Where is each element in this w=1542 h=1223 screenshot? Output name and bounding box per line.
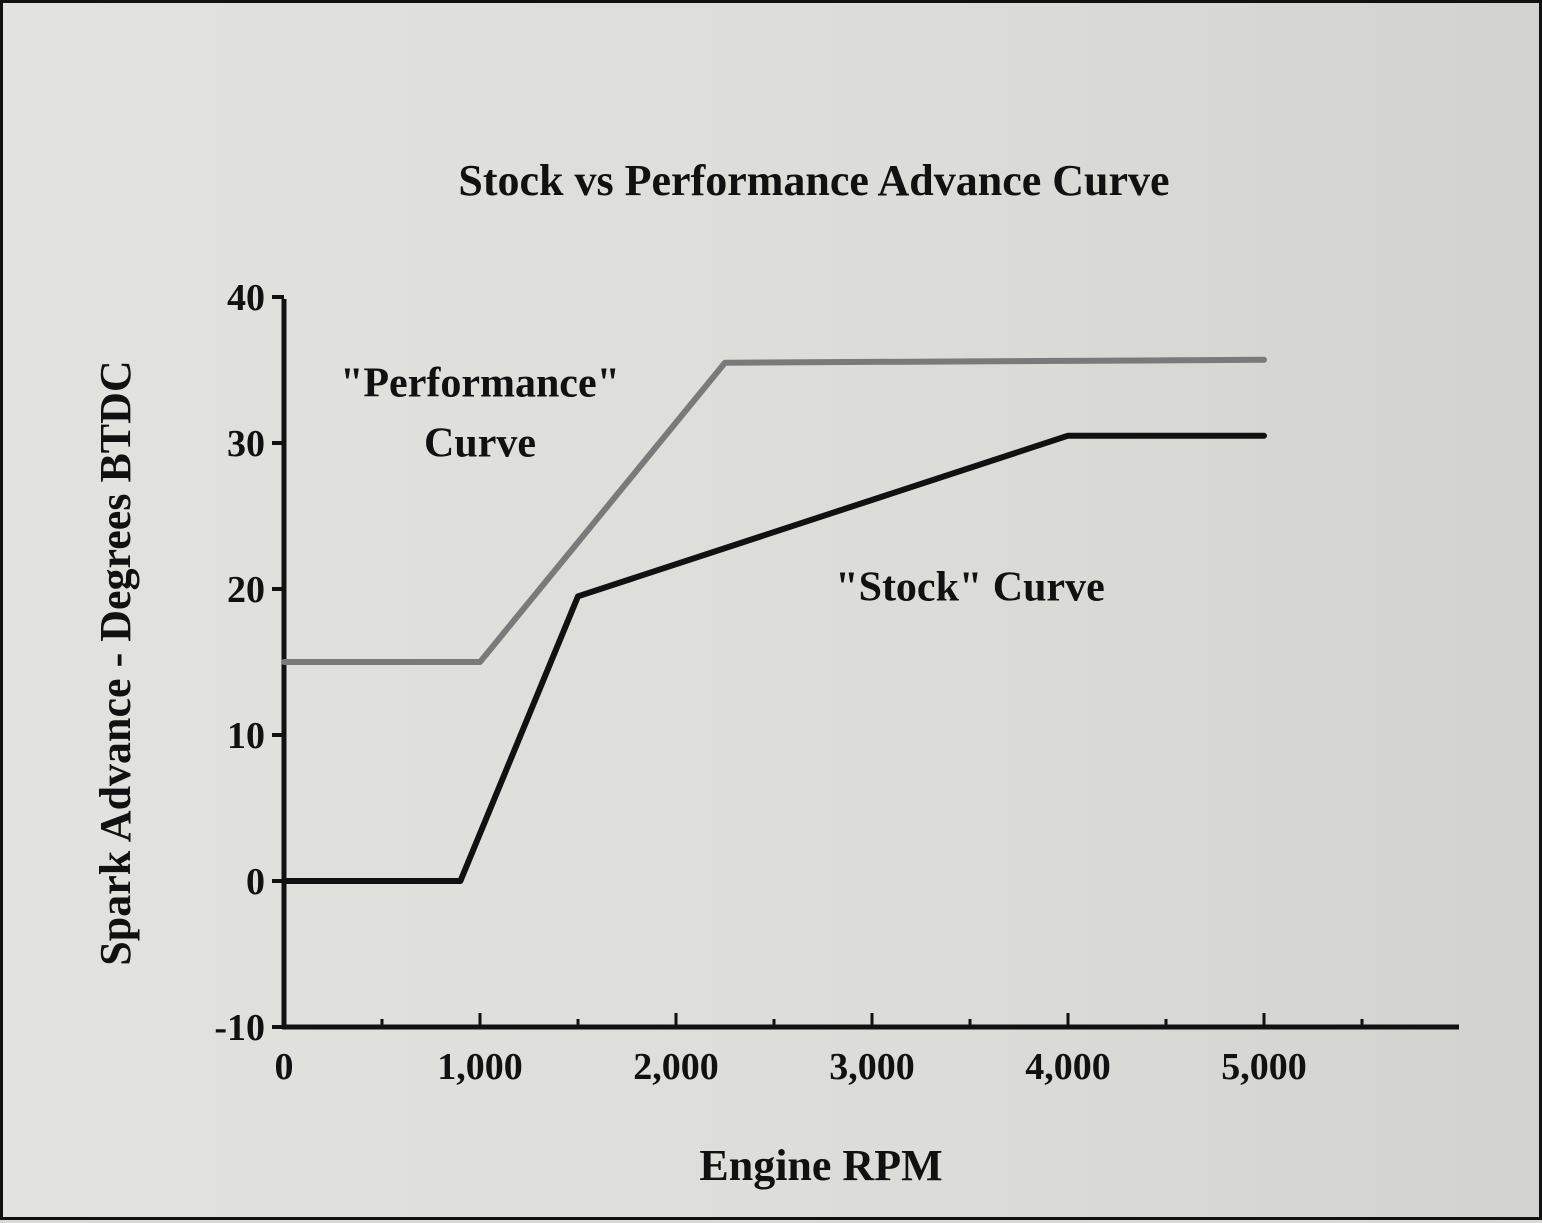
y-tick-label: 40 bbox=[227, 277, 265, 319]
performance-curve-annotation: "Performance" bbox=[340, 360, 620, 406]
y-tick-label: -10 bbox=[214, 1007, 265, 1049]
x-tick-label: 4,000 bbox=[1025, 1046, 1111, 1088]
x-tick-label: 2,000 bbox=[633, 1046, 719, 1088]
performance-curve-annotation: Curve bbox=[424, 420, 536, 466]
x-tick-label: 5,000 bbox=[1221, 1046, 1307, 1088]
x-tick-label: 0 bbox=[275, 1046, 294, 1088]
annotation-layer: "Performance" Curve "Stock" Curve bbox=[340, 360, 1105, 610]
performance-curve-line bbox=[281, 356, 1267, 665]
y-tick-label: 0 bbox=[246, 861, 265, 903]
y-tick-label: 10 bbox=[227, 715, 265, 757]
x-tick-label: 1,000 bbox=[437, 1046, 523, 1088]
stock-curve-line bbox=[281, 432, 1267, 884]
y-axis-label: Spark Advance - Degrees BTDC bbox=[91, 360, 140, 965]
y-tick-label: 20 bbox=[227, 569, 265, 611]
chart-svg: Stock vs Performance Advance Curve -1001… bbox=[91, 156, 1459, 1190]
x-tick-label: 3,000 bbox=[829, 1046, 915, 1088]
series-layer bbox=[281, 356, 1267, 884]
stock-curve-annotation: "Stock" Curve bbox=[835, 565, 1104, 611]
y-tick-label: 30 bbox=[227, 423, 265, 465]
chart-title: Stock vs Performance Advance Curve bbox=[458, 156, 1169, 205]
x-axis-label: Engine RPM bbox=[699, 1141, 942, 1190]
